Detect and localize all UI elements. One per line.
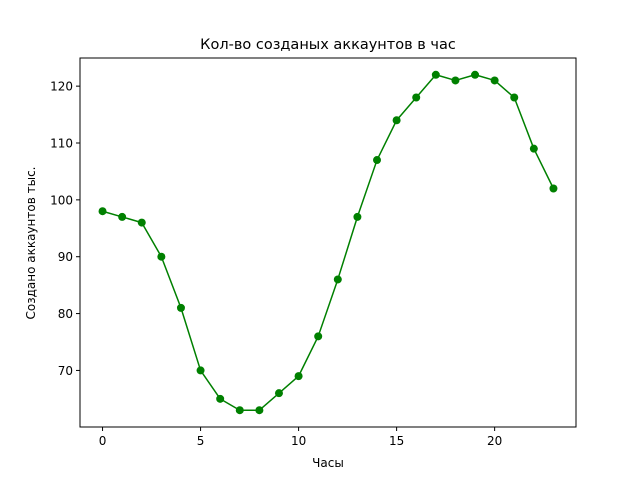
data-point [333, 275, 342, 284]
data-point [353, 212, 362, 221]
data-point [98, 207, 107, 216]
x-tick-label: 20 [487, 434, 502, 448]
data-point [314, 332, 323, 341]
data-point [373, 156, 382, 165]
x-tick-label: 5 [197, 434, 205, 448]
y-tick-label: 100 [50, 193, 73, 207]
data-point [176, 303, 185, 312]
data-point [255, 406, 264, 415]
y-tick-label: 70 [58, 364, 73, 378]
data-point [510, 93, 519, 102]
x-tick-label: 0 [99, 434, 107, 448]
data-point [118, 212, 127, 221]
data-point [451, 76, 460, 85]
data-point [157, 252, 166, 261]
data-point [216, 394, 225, 403]
data-point [196, 366, 205, 375]
data-point [529, 144, 538, 153]
x-tick-label: 15 [389, 434, 404, 448]
data-point [490, 76, 499, 85]
data-point [294, 372, 303, 381]
data-point [412, 93, 421, 102]
data-point [137, 218, 146, 227]
x-axis-label: Часы [312, 456, 344, 470]
y-tick-label: 90 [58, 250, 73, 264]
plot-frame [79, 57, 577, 428]
y-axis-label: Создано аккаунтов тыс. [24, 167, 38, 320]
y-tick-label: 120 [50, 80, 73, 94]
y-tick-label: 80 [58, 307, 73, 321]
x-tick-label: 10 [291, 434, 306, 448]
data-point [392, 116, 401, 125]
data-point [274, 389, 283, 398]
data-point [471, 70, 480, 79]
y-tick-label: 110 [50, 137, 73, 151]
data-point [235, 406, 244, 415]
plot-area: 0 5 10 15 20 70 80 90 100 110 120 [50, 57, 577, 448]
data-point [549, 184, 558, 193]
data-point [431, 70, 440, 79]
chart-title: Кол-во созданых аккаунтов в час [200, 37, 456, 53]
